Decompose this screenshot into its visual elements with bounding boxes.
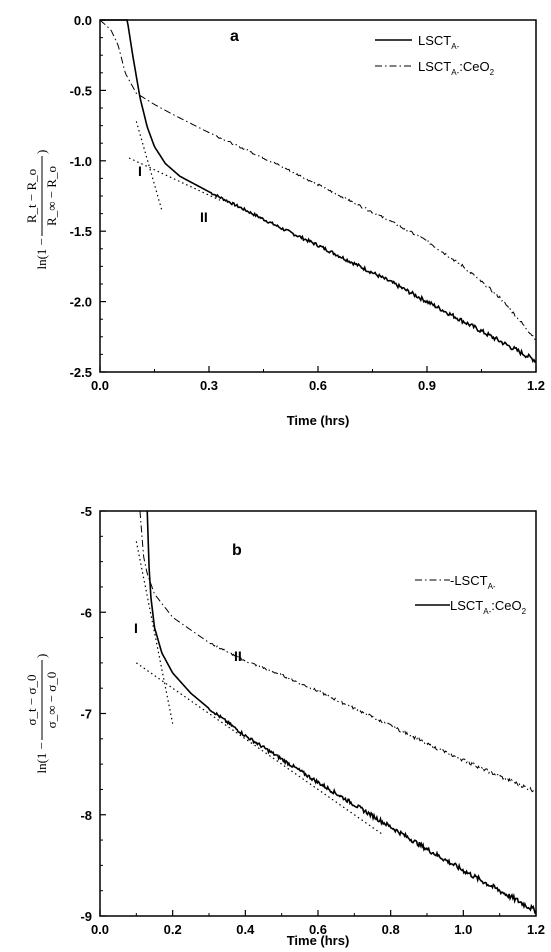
y-label-suffix-a: ) [34,150,49,154]
fit-line-1-b [135,541,174,724]
series-line-1-b [139,510,537,793]
region-label-II-a: II [200,209,208,225]
y-tick-label-b: -9 [80,909,92,924]
region-label-II-b: II [234,648,242,664]
fit-lines-a [128,121,221,211]
legend-entry-lsct-ceo2-b: LSCTA-:CeO2 [450,598,527,616]
legend-entry-lsct-ceo2-a: LSCTA-:CeO2 [418,59,495,77]
series-line-2-b [146,510,537,915]
fit-line-2-b [135,662,384,836]
series-b [139,510,537,915]
plot-frame-b [99,510,537,917]
y-tick-label-b: -8 [80,808,92,823]
y-tick-label-a: -1.0 [70,154,92,169]
y-axis-label-b: ln(1 − σ_t − σ_0 σ_∞ − σ_0 ) [24,654,59,774]
y-tick-label-b: -7 [80,707,92,722]
fit-lines-b [135,541,384,836]
region-label-I-b: I [134,620,138,636]
axis-ticks-b: 0.0 0.2 0.4 0.6 0.8 1.0 1.2 -5 -6 -7 -8 -9 [80,504,545,937]
legend-b: -LSCTA- LSCTA-:CeO2 [415,573,527,616]
x-tick-label-b: 0.4 [236,922,255,937]
y-tick-label-a: -2.5 [70,365,92,380]
x-tick-label-b: 1.0 [454,922,472,937]
y-label-num-a: R_t − R_o [24,169,39,223]
legend-entry-lsct-b: -LSCTA- [450,573,496,591]
panel-a: 0.0 0.3 0.6 0.9 1.2 0.0 -0.5 -1.0 -1.5 -2.0 -2.5 a… [24,13,545,428]
y-label-den-a: R_∞ − R_o [44,166,59,226]
y-tick-label-b: -6 [80,605,92,620]
y-axis-label-a: ln(1 − R_t − R_o R_∞ − R_o ) [24,150,59,270]
x-tick-label-b: 0.0 [91,922,109,937]
x-tick-label-a: 0.3 [200,378,218,393]
x-axis-label-b: Time (hrs) [287,933,350,948]
x-tick-label-b: 0.2 [164,922,182,937]
series-line-2-a [99,19,537,340]
x-tick-label-a: 0.0 [91,378,109,393]
y-label-den-b: σ_∞ − σ_0 [44,672,59,729]
series-a [99,19,537,364]
region-label-I-a: I [138,163,142,179]
x-tick-label-b: 0.8 [382,922,400,937]
panel-b: 0.0 0.2 0.4 0.6 0.8 1.0 1.2 -5 -6 -7 -8 -9 b I II T… [24,504,545,948]
x-tick-label-a: 1.2 [527,378,545,393]
x-axis-label-a: Time (hrs) [287,413,350,428]
legend-entry-lsct-a: LSCTA- [418,33,460,51]
axis-ticks-a: 0.0 0.3 0.6 0.9 1.2 0.0 -0.5 -1.0 -1.5 -2.0 -2.5 [70,13,545,393]
x-tick-label-a: 0.9 [418,378,436,393]
x-tick-label-a: 0.6 [309,378,327,393]
y-tick-label-a: -0.5 [70,83,92,98]
panel-label-a: a [230,28,239,45]
y-label-num-b: σ_t − σ_0 [24,675,39,726]
y-label-suffix-b: ) [34,654,49,658]
fit-line-1-a [135,121,163,211]
x-tick-label-b: 1.2 [527,922,545,937]
y-tick-label-b: -5 [80,504,92,519]
y-label-prefix-b: ln(1 − [34,742,49,774]
series-line-1-a [100,19,537,364]
y-label-prefix-a: ln(1 − [34,238,49,270]
y-tick-label-a: -1.5 [70,224,92,239]
fit-line-2-a [128,157,221,201]
legend-a: LSCTA- LSCTA-:CeO2 [375,33,495,77]
y-tick-label-a: 0.0 [74,13,92,28]
y-tick-label-a: -2.0 [70,295,92,310]
panel-label-b: b [232,542,242,559]
x-tick-label-b: 0.6 [309,922,327,937]
